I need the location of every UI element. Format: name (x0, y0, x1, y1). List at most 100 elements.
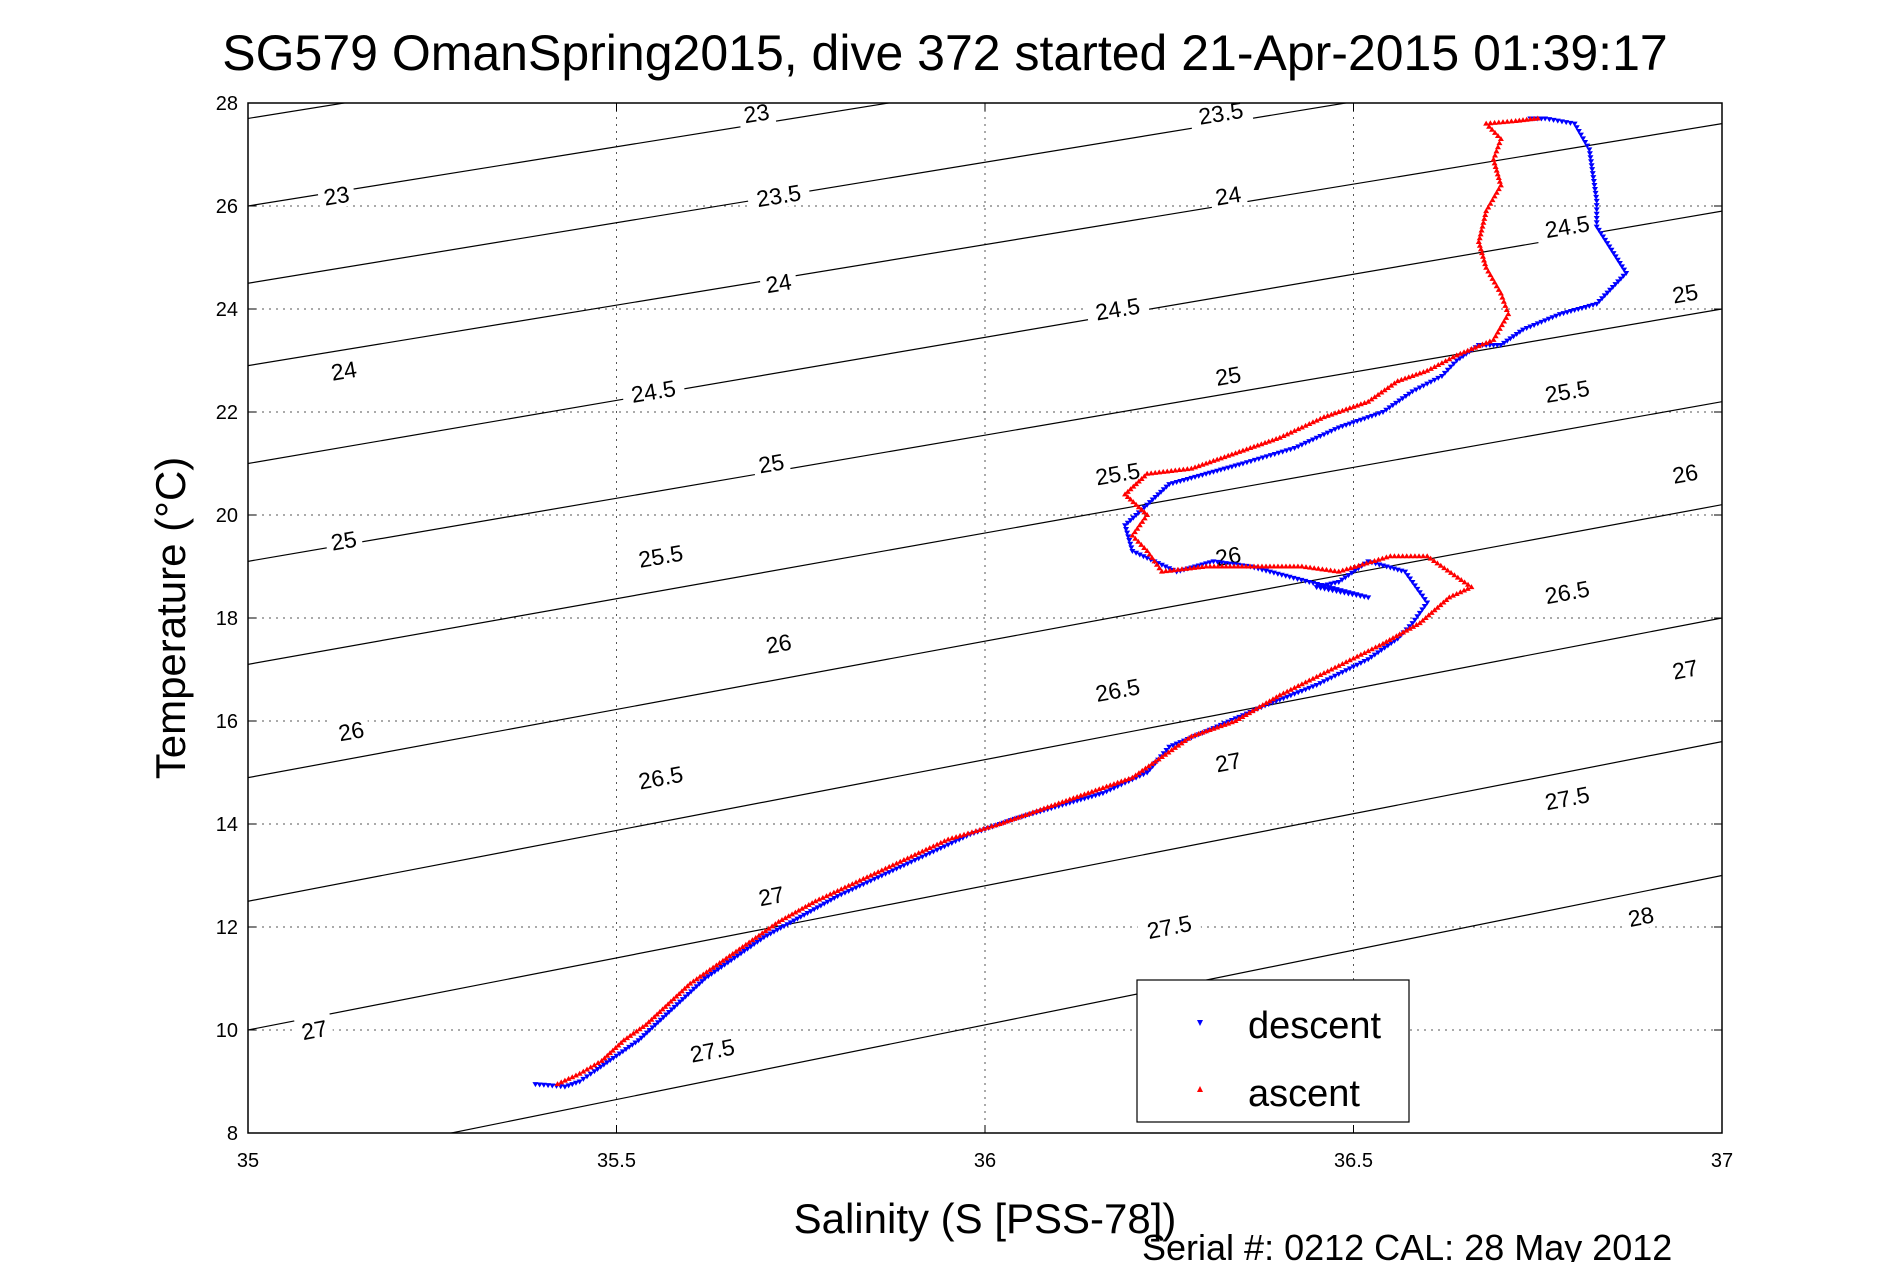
contour-label: 23 (736, 96, 777, 128)
descent-point (1413, 387, 1420, 393)
ascent-point (1378, 389, 1385, 395)
ascent-point (1494, 171, 1501, 177)
ascent-point (1259, 702, 1266, 708)
ascent-point (1231, 563, 1238, 569)
ascent-point (1262, 563, 1269, 569)
ascent-point (1491, 160, 1498, 166)
ascent-point (1302, 679, 1309, 685)
ascent-point (1287, 429, 1294, 435)
descent-point (952, 839, 959, 845)
ascent-point (1139, 767, 1146, 773)
ascent-point (1114, 779, 1121, 785)
ascent-point (1303, 564, 1310, 570)
ascent-point (1427, 365, 1434, 371)
ascent-point (670, 996, 677, 1002)
ascent-point (554, 1081, 561, 1087)
x-axis-ticks: 35 35.5 36 36.5 37 (237, 103, 1733, 1172)
ascent-point (926, 845, 933, 851)
ascent-point (1048, 802, 1055, 808)
ascent-point (1422, 615, 1429, 620)
ascent-point (1141, 509, 1148, 515)
descent-point (1236, 462, 1243, 468)
ascent-point (1103, 783, 1110, 789)
ascent-point (598, 1057, 605, 1063)
y-tick-label: 8 (227, 1123, 238, 1145)
ascent-point (1482, 261, 1489, 267)
ascent-point (816, 896, 823, 902)
ascent-point (1251, 443, 1258, 449)
ascent-point (1155, 756, 1162, 762)
descent-point (908, 859, 915, 865)
descent-point (875, 875, 882, 881)
descent-point (1339, 670, 1346, 676)
ascent-point (1487, 120, 1494, 126)
ascent-point (1158, 754, 1165, 760)
legend: descent ascent (1136, 979, 1410, 1123)
descent-point (1291, 691, 1298, 697)
ascent-point (759, 930, 766, 936)
ascent-point (1207, 563, 1214, 569)
descent-point (1365, 595, 1372, 601)
ascent-point (1129, 532, 1136, 538)
ascent-point (1007, 817, 1014, 823)
descent-point (1387, 565, 1394, 571)
ascent-point (1081, 791, 1088, 797)
ascent-point (580, 1068, 587, 1074)
descent-point (1357, 660, 1364, 666)
descent-point (1225, 465, 1232, 471)
descent-point (545, 1083, 552, 1089)
descent-point (711, 969, 718, 975)
ascent-point (1158, 568, 1165, 574)
descent-point (1402, 569, 1409, 575)
descent-point (827, 897, 834, 903)
ascent-point (558, 1079, 565, 1085)
descent-point (682, 994, 689, 1000)
descent-point (1407, 576, 1414, 582)
y-tick-label: 10 (216, 1020, 238, 1042)
ascent-point (1254, 442, 1261, 448)
ascent-point (1391, 553, 1398, 559)
ascent-point (591, 1062, 598, 1068)
contour-label-text: 26 (764, 629, 794, 659)
descent-point (561, 1084, 568, 1090)
ascent-point (1399, 553, 1406, 559)
descent-point (911, 858, 918, 864)
ascent-point (1118, 778, 1125, 784)
descent-point (1542, 318, 1549, 324)
ascent-point (729, 950, 736, 956)
ascent-point (1211, 563, 1218, 569)
ascent-point (1269, 437, 1276, 443)
ascent-point (569, 1074, 576, 1080)
descent-point (1251, 457, 1258, 463)
ascent-point (1294, 563, 1301, 569)
contour-label: 25 (751, 446, 792, 478)
contour-label: 25.5 (627, 537, 694, 574)
contour-label-bg (323, 523, 364, 556)
ascent-point (1280, 433, 1287, 439)
ascent-point (1413, 371, 1420, 377)
ascent-point (1321, 670, 1328, 676)
descent-point (1313, 682, 1320, 688)
ascent-point (1457, 350, 1464, 356)
ascent-point (642, 1021, 649, 1027)
ascent-point (673, 993, 680, 999)
descent-point (1453, 358, 1460, 364)
ascent-point (1313, 673, 1320, 679)
ascent-point (1298, 424, 1305, 430)
y-tick-label: 14 (216, 814, 238, 836)
ascent-point (1044, 804, 1051, 810)
contour-label: 24 (758, 266, 799, 298)
descent-point (1450, 361, 1457, 367)
ascent-point (1504, 118, 1511, 124)
descent-point (1306, 439, 1313, 445)
ascent-point (1490, 156, 1497, 162)
descent-point (1386, 405, 1393, 411)
descent-point (791, 918, 798, 924)
ascent-point (1413, 622, 1420, 628)
ascent-point (1448, 569, 1455, 575)
descent-point (831, 895, 838, 901)
ascent-point (1472, 344, 1479, 350)
descent-point (1270, 570, 1277, 576)
descent-point (930, 849, 937, 855)
legend-descent-marker (1197, 1020, 1203, 1026)
